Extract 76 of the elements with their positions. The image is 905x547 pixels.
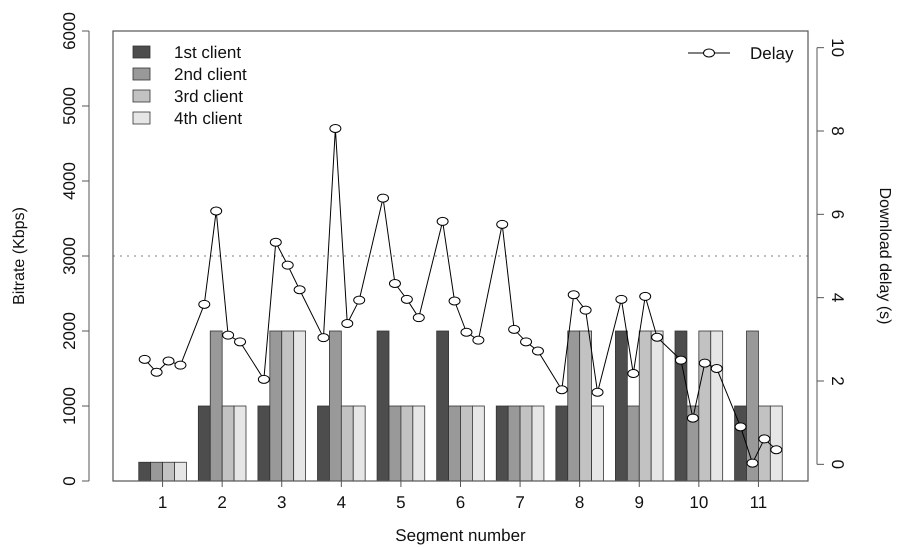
point <box>710 364 723 373</box>
point <box>746 458 758 468</box>
point <box>651 332 664 342</box>
y2-tick-label: 6 <box>828 210 847 220</box>
point <box>294 285 306 294</box>
x-axis-title: Segment number <box>395 526 526 545</box>
point <box>353 296 366 305</box>
point <box>580 306 592 315</box>
x-tick-label: 3 <box>277 493 286 512</box>
y-tick-label: 0 <box>60 476 79 486</box>
y-tick-label: 6000 <box>60 12 79 50</box>
legend-label: 2nd client <box>174 65 248 84</box>
point <box>436 216 449 226</box>
point <box>734 422 747 432</box>
point <box>508 324 520 334</box>
point <box>615 294 628 304</box>
y-tick-label: 1000 <box>60 387 79 425</box>
point <box>258 374 270 384</box>
point <box>412 313 425 322</box>
x-tick-label: 11 <box>750 493 768 512</box>
point <box>496 220 508 229</box>
x-tick-label: 7 <box>515 493 525 512</box>
point <box>532 346 544 356</box>
point <box>317 333 330 342</box>
legend-label: 3rd client <box>174 87 244 106</box>
point <box>472 336 484 345</box>
point <box>770 445 782 454</box>
point <box>698 358 711 368</box>
point <box>758 434 770 444</box>
point <box>329 124 342 133</box>
point <box>448 296 461 306</box>
y2-tick-label: 4 <box>828 292 847 302</box>
point <box>270 238 282 247</box>
point <box>639 292 652 301</box>
point <box>627 369 640 378</box>
point <box>460 328 472 337</box>
x-tick-label: 2 <box>217 493 227 512</box>
point <box>234 337 246 346</box>
legend-label: 1st client <box>174 43 242 62</box>
y-tick-label: 4000 <box>60 162 79 200</box>
y2-tick-label: 0 <box>828 460 847 470</box>
x-tick-label: 1 <box>158 493 168 512</box>
y-tick-label: 3000 <box>60 237 79 275</box>
point <box>210 206 222 216</box>
y-axis-title: Bitrate (Kbps) <box>11 207 28 305</box>
point <box>674 356 687 365</box>
y2-tick-label: 10 <box>828 38 847 58</box>
y2-tick-label: 2 <box>828 376 847 386</box>
point <box>400 294 413 304</box>
point <box>592 388 604 397</box>
point <box>568 290 580 300</box>
point <box>222 330 234 340</box>
x-tick-label: 8 <box>574 493 584 512</box>
point <box>341 319 354 328</box>
x-tick-label: 10 <box>689 493 708 512</box>
point <box>138 354 151 364</box>
point <box>388 279 401 288</box>
y-tick-label: 5000 <box>60 87 79 125</box>
point <box>198 300 210 309</box>
point <box>377 194 390 203</box>
legend-label: Delay <box>750 44 794 63</box>
y2-tick-label: 8 <box>828 126 847 136</box>
point <box>150 368 163 377</box>
x-tick-label: 4 <box>336 493 346 512</box>
x-tick-label: 5 <box>396 493 406 512</box>
x-tick-label: 9 <box>634 493 644 512</box>
point <box>520 337 532 346</box>
point <box>282 260 294 270</box>
point <box>174 360 186 370</box>
point <box>162 356 175 366</box>
point <box>556 385 568 394</box>
legend-label: 4th client <box>174 109 242 128</box>
x-tick-label: 6 <box>456 493 466 512</box>
point <box>686 414 699 423</box>
y2-axis-title: Download delay (s) <box>876 188 893 324</box>
y-tick-label: 2000 <box>60 312 79 350</box>
